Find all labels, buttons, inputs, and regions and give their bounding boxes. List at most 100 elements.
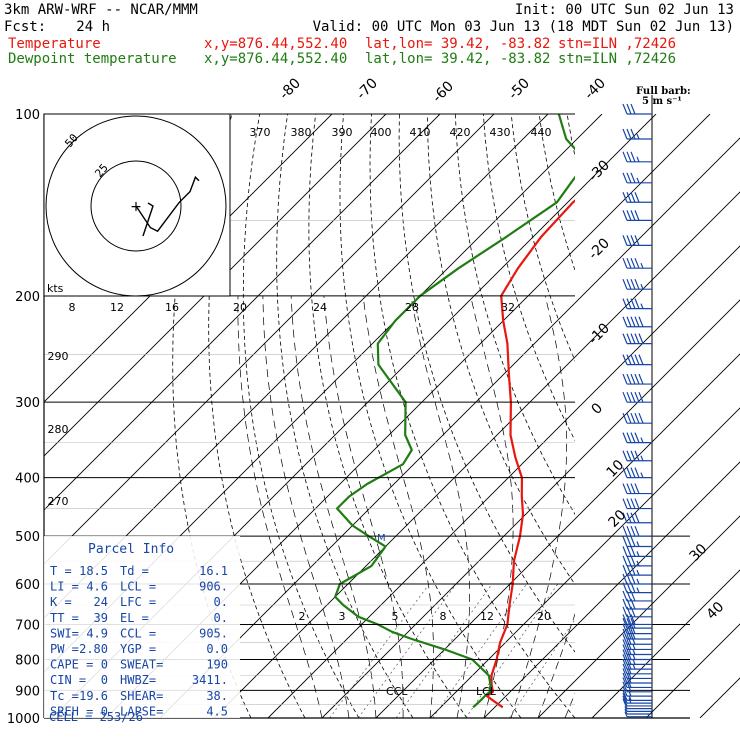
isotherm <box>483 461 740 718</box>
parcel-info-cell: 906. <box>199 580 228 594</box>
moist-adiabat <box>592 296 740 718</box>
model-title: 3km ARW-WRF -- NCAR/MMM <box>4 2 198 18</box>
parcel-info-cell: 18.5 <box>79 564 108 578</box>
wind-barb <box>622 536 652 548</box>
dry-adiabat <box>566 114 575 159</box>
wind-barb <box>622 235 652 246</box>
temperature-latlon: lat,lon= 39.42, -83.82 <box>365 36 550 52</box>
parcel-info-cell: K = <box>50 595 72 609</box>
isotherm <box>213 191 740 718</box>
isotherm-label: 0 <box>589 400 607 418</box>
isotherm-label: -70 <box>354 75 381 102</box>
dry-adiabat <box>651 114 740 718</box>
wind-barb <box>622 412 652 424</box>
dry-adiabat-label: 370 <box>250 126 271 139</box>
init-time: Init: 00 UTC Sun 02 Jun 13 <box>515 2 734 18</box>
isotherm-label: 30 <box>687 541 711 565</box>
pressure-tick-label: 600 <box>15 578 40 593</box>
dry-adiabat <box>707 114 740 718</box>
wind-barb <box>622 546 652 557</box>
wind-barb <box>622 354 652 366</box>
dry-adiabat-label: 400 <box>371 126 392 139</box>
isotherm-label: 10 <box>604 457 628 481</box>
parcel-info-cell: CIN = <box>50 673 86 687</box>
dry-adiabat <box>679 114 740 718</box>
dry-adiabat <box>454 114 575 516</box>
hodograph-ring-50 <box>45 115 227 297</box>
parcel-info-title: Parcel Info <box>88 542 174 557</box>
dry-adiabat <box>735 114 740 718</box>
wind-barb <box>622 316 652 328</box>
wind-barb <box>622 555 652 567</box>
wind-barb <box>622 333 652 345</box>
parcel-info-cell: HWBZ= <box>120 673 156 687</box>
mixing-ratio-label: 12 <box>110 301 124 314</box>
isotherm <box>699 677 740 718</box>
pressure-tick-label: 900 <box>15 684 40 699</box>
mixing-ratio-label: 16 <box>165 301 179 314</box>
dewpoint-latlon: lat,lon= 39.42, -83.82 <box>365 51 550 67</box>
valid-time: Valid: 00 UTC Mon 03 Jun 13 (18 MDT Sun … <box>313 19 734 35</box>
wind-barb <box>622 210 652 221</box>
wind-barb <box>622 151 652 163</box>
dewpoint-station: stn=ILN ,72426 <box>558 51 676 67</box>
parcel-info-cell: SREH = <box>50 704 93 718</box>
moist-adiabat <box>323 295 404 718</box>
hodograph-trace <box>135 175 200 233</box>
parcel-info-cell: 24 <box>94 595 108 609</box>
parcel-info-cell: CAPE = <box>50 658 93 672</box>
parcel-info-cell: 19.6 <box>79 689 108 703</box>
dry-adiabat-label: 440 <box>531 126 552 139</box>
parcel-info-cell: 4.9 <box>86 626 108 640</box>
mixing-ratio-label: 28 <box>405 301 419 314</box>
wind-barb <box>622 483 652 495</box>
wind-barb <box>622 432 652 444</box>
wind-barb <box>622 391 652 403</box>
moist-adiabat <box>290 295 377 718</box>
parcel-info-panel: Parcel Info T = 18.5 Td = 16.1 LI = 4.6 LCL = 9… <box>44 536 240 718</box>
parcel-info-cell: 16.1 <box>199 564 228 578</box>
parcel-info-cell: EL = <box>120 611 149 625</box>
dewpoint-xy: x,y=876.44,552.40 <box>204 51 347 67</box>
isotherm <box>537 515 740 718</box>
isotherm <box>44 114 441 511</box>
mixing-ratio-label: 12 <box>480 610 494 623</box>
dry-adiabat <box>308 114 468 718</box>
parcel-info-cell: YGP = <box>120 642 156 656</box>
lcl-marker: LCL <box>476 685 497 698</box>
isotherm-label: -60 <box>430 78 457 105</box>
wind-barb <box>622 692 652 704</box>
parcel-info-cell: SWI= <box>50 626 79 640</box>
isotherm <box>44 114 333 403</box>
parcel-info-cell: 4.6 <box>86 580 108 594</box>
temperature-xy: x,y=876.44,552.40 <box>204 36 347 52</box>
wind-barb <box>624 711 652 718</box>
parcel-info-cell: 0. <box>214 611 228 625</box>
mixing-ratio-label: 8 <box>69 301 76 314</box>
parcel-info-cell: 0 <box>101 704 108 718</box>
parcel-info-cell: CCL = <box>120 626 156 640</box>
dewpoint-legend: Dewpoint temperature <box>8 51 177 67</box>
wind-barb <box>624 708 652 715</box>
mixing-ratio-label: 20 <box>233 301 247 314</box>
parcel-info-cell: 38. <box>206 689 228 703</box>
mixing-ratio-label: 8 <box>440 610 447 623</box>
wind-barb <box>622 257 652 269</box>
moist-adiabat <box>510 295 568 718</box>
dry-adiabat <box>369 114 575 718</box>
wind-barb <box>622 698 652 710</box>
parcel-info-cell: 39 <box>94 611 108 625</box>
full-barb-value: 5 m s⁻¹ <box>642 96 682 107</box>
isotherm-label: -50 <box>506 75 533 102</box>
isotherm <box>44 114 495 565</box>
parcel-info-cell: LI = <box>50 580 79 594</box>
wind-barb <box>622 278 652 290</box>
isotherm-label: -10 <box>586 320 613 347</box>
parcel-info-cell: 905. <box>199 626 228 640</box>
mixing-ratio-label: 2 <box>299 610 306 623</box>
mixing-ratio-line <box>509 618 575 718</box>
pressure-tick-label: 800 <box>15 653 40 668</box>
mixing-ratio-line <box>329 583 430 718</box>
